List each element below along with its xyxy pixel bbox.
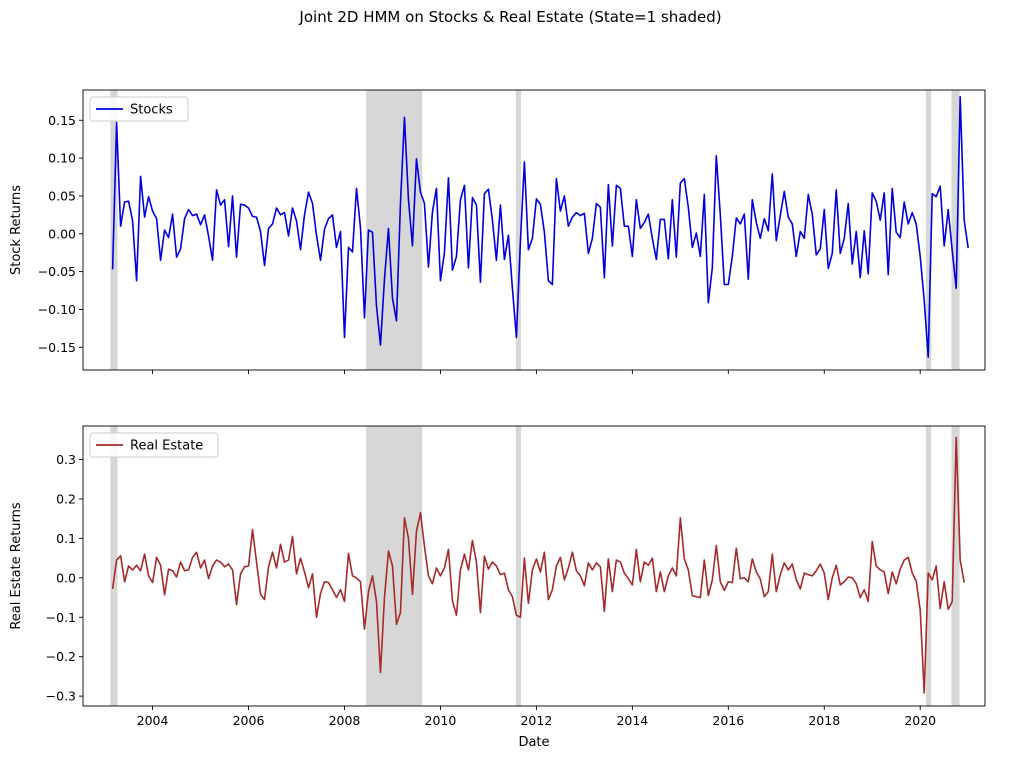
bottom-state1-shade-2 bbox=[515, 426, 522, 706]
top-y-tick-label-3: 0.00 bbox=[48, 226, 76, 241]
top-legend: Stocks bbox=[89, 96, 189, 122]
bottom-x-tick-label-4: 2012 bbox=[520, 713, 552, 728]
bottom-y-tick-label-2: −0.1 bbox=[46, 610, 76, 625]
bottom-state1-shade-1 bbox=[366, 426, 423, 706]
bottom-axes-frame bbox=[82, 425, 986, 707]
bottom-x-axis-label: Date bbox=[518, 735, 549, 750]
top-legend-box bbox=[89, 96, 189, 122]
bottom-x-tick-label-6: 2016 bbox=[712, 713, 744, 728]
top-y-tick-label-2: −0.05 bbox=[38, 264, 76, 279]
bottom-state1-shade-3 bbox=[925, 426, 932, 706]
top-y-tick-label-1: −0.10 bbox=[38, 302, 76, 317]
top-legend-label-0: Stocks bbox=[130, 103, 173, 118]
top-y-tick-label-5: 0.10 bbox=[48, 151, 76, 166]
top-axes-frame bbox=[82, 89, 986, 371]
top-state1-shade-2 bbox=[515, 90, 522, 370]
bottom-y-tick-label-0: −0.3 bbox=[46, 689, 76, 704]
bottom-x-tick-label-3: 2010 bbox=[425, 713, 457, 728]
bottom-series-line-0 bbox=[111, 436, 965, 694]
bottom-x-tick-label-1: 2006 bbox=[233, 713, 265, 728]
bottom-x-tick-label-5: 2014 bbox=[616, 713, 648, 728]
figure-title: Joint 2D HMM on Stocks & Real Estate (St… bbox=[299, 8, 722, 26]
bottom-x-tick-label-7: 2018 bbox=[808, 713, 840, 728]
top-y-axis-label: Stock Returns bbox=[9, 185, 24, 275]
top-state1-shade-3 bbox=[925, 90, 932, 370]
bottom-y-axis-label: Real Estate Returns bbox=[9, 502, 24, 630]
bottom-y-tick-label-1: −0.2 bbox=[46, 649, 76, 664]
top-y-tick-label-6: 0.15 bbox=[48, 113, 76, 128]
bottom-y-tick-label-6: 0.3 bbox=[56, 452, 76, 467]
bottom-plot-panel: −0.3 −0.2 −0.1 0.0 0.1 0.2 0.3 2004 2006 2008 2010… bbox=[9, 425, 986, 750]
bottom-y-tick-label-5: 0.2 bbox=[56, 491, 76, 506]
top-series-line-0 bbox=[111, 96, 969, 358]
bottom-y-tick-label-3: 0.0 bbox=[56, 570, 76, 585]
bottom-x-tick-label-2: 2008 bbox=[329, 713, 361, 728]
bottom-legend-label-0: Real Estate bbox=[130, 439, 203, 454]
top-plot-panel: −0.15 −0.10 −0.05 0.00 0.05 0.10 0.15 Stock Ret… bbox=[9, 89, 986, 374]
bottom-state1-shade-4 bbox=[951, 426, 960, 706]
top-y-tick-label-0: −0.15 bbox=[38, 340, 76, 355]
bottom-y-tick-label-4: 0.1 bbox=[56, 531, 76, 546]
bottom-legend-box bbox=[89, 432, 219, 458]
bottom-x-tick-label-8: 2020 bbox=[904, 713, 936, 728]
bottom-state1-shade-0 bbox=[110, 426, 118, 706]
top-y-tick-label-4: 0.05 bbox=[48, 188, 76, 203]
top-state1-shade-4 bbox=[951, 90, 960, 370]
bottom-x-tick-label-0: 2004 bbox=[137, 713, 169, 728]
bottom-legend: Real Estate bbox=[89, 432, 219, 458]
